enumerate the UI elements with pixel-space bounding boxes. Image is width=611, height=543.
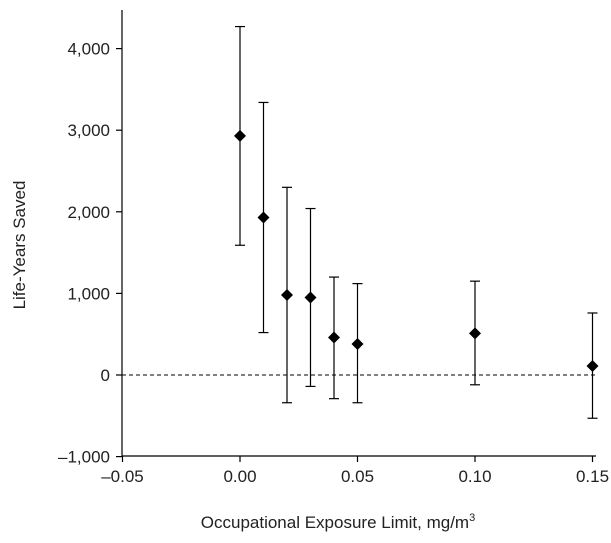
x-ticks: –0.05 0.00 0.05 0.10 0.15: [101, 456, 609, 486]
data-point-marker: [304, 291, 317, 304]
error-bars: [235, 25, 598, 419]
y-axis-label: Life-Years Saved: [10, 181, 29, 310]
y-ticks: –1,000 0 1,000 2,000 3,000 4,000: [58, 40, 122, 467]
y-tick-label: 1,000: [67, 284, 110, 303]
data-point-marker: [281, 289, 293, 302]
x-tick-label: 0.00: [223, 467, 256, 486]
x-tick-label: 0.05: [341, 467, 374, 486]
y-tick-label: 4,000: [67, 40, 110, 59]
data-point-marker: [351, 337, 364, 350]
x-axis-label-superscript: 3: [469, 512, 475, 524]
data-point-marker: [257, 211, 270, 224]
data-point-marker: [328, 331, 340, 344]
data-points: [234, 129, 599, 373]
y-tick-label: 0: [101, 366, 110, 385]
data-point-marker: [586, 360, 599, 373]
y-tick-label: 3,000: [67, 121, 110, 140]
x-axis-label: Occupational Exposure Limit, mg/m3: [201, 512, 475, 532]
x-tick-label: 0.15: [576, 467, 609, 486]
axes: [121, 10, 596, 457]
x-tick-label: 0.10: [458, 467, 491, 486]
data-point-marker: [234, 129, 246, 142]
y-tick-label: 2,000: [67, 203, 110, 222]
x-tick-label: –0.05: [101, 467, 144, 486]
x-axis-label-text: Occupational Exposure Limit, mg/m: [201, 513, 469, 532]
y-tick-label: –1,000: [58, 448, 110, 467]
data-point-marker: [469, 327, 481, 340]
